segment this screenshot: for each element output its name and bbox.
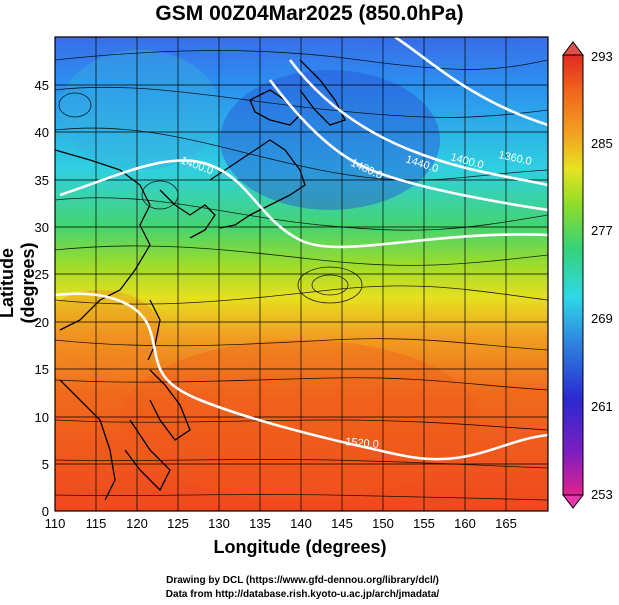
x-tick-label: 160	[454, 516, 476, 531]
map-title: GSM 00Z04Mar2025 (850.0hPa)	[155, 2, 464, 25]
colorbar-min-arrow	[561, 494, 585, 509]
x-tick-label: 130	[208, 516, 230, 531]
y-tick-label: 45	[35, 78, 49, 93]
y-tick-label: 30	[35, 220, 49, 235]
y-axis-ticks: 0 5 10 15 20 25 30 35 40 45	[35, 78, 49, 519]
grid-lines	[55, 37, 548, 511]
y-tick-label: 0	[42, 504, 49, 519]
x-tick-label: 155	[413, 516, 435, 531]
colorbar	[561, 41, 585, 509]
x-tick-label: 140	[290, 516, 312, 531]
y-axis-label: Latitude (degrees)	[0, 242, 38, 324]
contour-label: 1520.0	[345, 436, 380, 451]
credit-line-1: Drawing by DCL (https://www.gfd-dennou.o…	[166, 575, 439, 586]
x-tick-label: 165	[495, 516, 517, 531]
plot-frame	[54, 36, 549, 512]
x-tick-label: 135	[249, 516, 271, 531]
colorbar-label: 269	[591, 311, 613, 326]
y-tick-label: 10	[35, 410, 49, 425]
y-tick-label: 25	[35, 267, 49, 282]
colorbar-label: 293	[591, 49, 613, 64]
y-tick-label: 5	[42, 457, 49, 472]
x-tick-label: 150	[372, 516, 394, 531]
colorbar-scale	[562, 54, 584, 496]
x-tick-label: 110	[45, 516, 66, 531]
credit-line-2: Data from http://database.rish.kyoto-u.a…	[165, 589, 440, 600]
y-tick-label: 35	[35, 173, 49, 188]
x-axis-label: Longitude (degrees)	[213, 537, 387, 557]
colorbar-max-arrow	[561, 41, 585, 56]
colorbar-label: 253	[591, 487, 613, 502]
colorbar-label: 285	[591, 136, 613, 151]
height-contours	[55, 37, 548, 461]
temperature-field	[55, 37, 548, 511]
y-tick-label: 15	[35, 362, 49, 377]
y-tick-label: 20	[35, 315, 49, 330]
x-tick-label: 120	[126, 516, 148, 531]
colorbar-labels: 293 285 277 269 261 253	[591, 49, 613, 502]
y-tick-label: 40	[35, 125, 49, 140]
x-tick-label: 145	[331, 516, 353, 531]
x-tick-label: 125	[167, 516, 189, 531]
colorbar-label: 277	[591, 223, 613, 238]
x-tick-label: 115	[86, 516, 107, 531]
x-axis-ticks: 110 115 120 125 130 135 140 145 150 155 …	[45, 516, 517, 531]
colorbar-label: 261	[591, 399, 613, 414]
